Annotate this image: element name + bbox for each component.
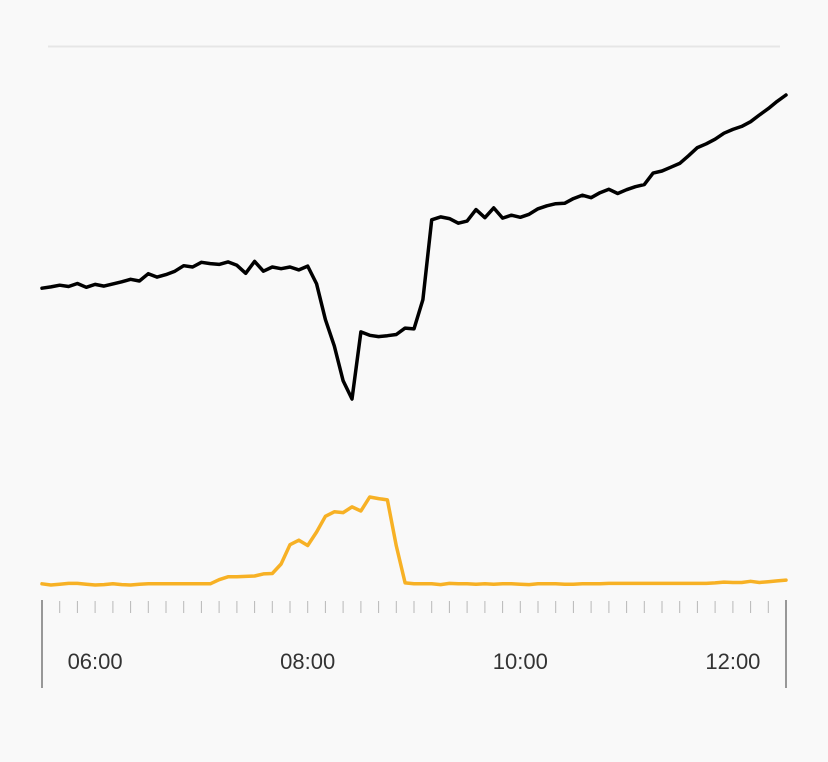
x-axis: 06:00 08:00 10:00 12:00 bbox=[41, 600, 787, 688]
x-tick-label: 06:00 bbox=[68, 649, 123, 674]
series-layer bbox=[40, 93, 788, 587]
x-tick-label: 10:00 bbox=[493, 649, 548, 674]
x-axis-tick-labels: 06:00 08:00 10:00 12:00 bbox=[68, 649, 761, 674]
series-line-2 bbox=[40, 495, 788, 587]
x-axis-minor-ticks bbox=[59, 601, 769, 613]
series-line-1 bbox=[40, 93, 788, 401]
x-tick-label: 12:00 bbox=[705, 649, 760, 674]
x-tick-label: 08:00 bbox=[280, 649, 335, 674]
